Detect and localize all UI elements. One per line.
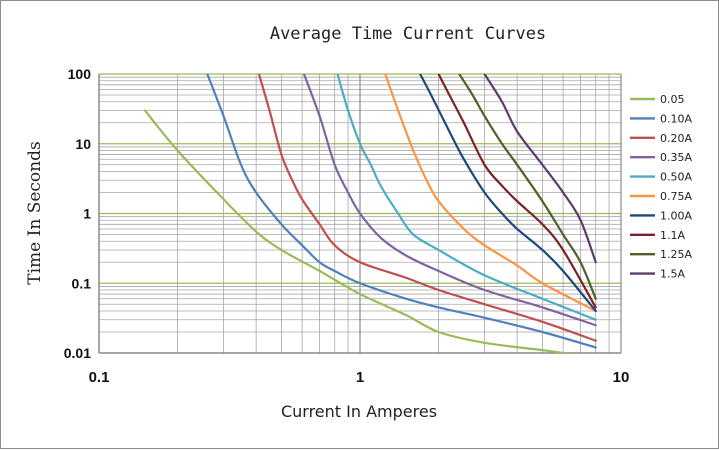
y-tick-label: 0.01 [64, 345, 91, 361]
legend-label: 1.25A [660, 248, 692, 261]
series-line-1-00a [419, 74, 597, 313]
axes [98, 74, 621, 354]
series-line-0-10a [206, 74, 597, 349]
y-tick-label: 10 [75, 136, 91, 152]
series-group [143, 74, 597, 353]
legend-label: 1.5A [660, 268, 685, 281]
legend-label: 0.75A [660, 190, 692, 203]
legend-label: 1.1A [660, 229, 685, 242]
series-line-0-20a [257, 74, 597, 342]
series-line-1-5a [483, 74, 597, 264]
legend-label: 1.00A [660, 209, 692, 222]
legend-label: 0.35A [660, 151, 692, 164]
series-line-1-25a [458, 74, 597, 300]
legend-label: 0.05 [660, 93, 685, 106]
x-tick-label: 1 [356, 369, 364, 386]
legend: 0.05 0.10A 0.20A 0.35A 0.50A 0.75A 1.00A 1.1A 1.… [630, 93, 692, 281]
x-tick-label: 0.1 [89, 369, 110, 386]
series-line-0-35a [302, 74, 597, 327]
series-line-1-1a [437, 74, 597, 309]
legend-label: 0.20A [660, 132, 692, 145]
series-line-0-75a [384, 74, 597, 313]
y-tick-label: 100 [68, 66, 92, 82]
y-axis-label: Time In Seconds [25, 141, 45, 284]
series-line-0-50a [336, 74, 597, 321]
x-tick-label: 10 [613, 369, 630, 386]
y-tick-label: 1 [83, 206, 91, 222]
legend-label: 0.50A [660, 171, 692, 184]
chart-title: Average Time Current Curves [270, 24, 546, 44]
grid [98, 73, 622, 354]
series-line-0-05 [143, 109, 565, 353]
tick-labels: 0.01 0.1 1 10 100 0.1 1 10 [64, 66, 630, 386]
x-axis-label: Current In Amperes [281, 402, 437, 421]
legend-label: 0.10A [660, 112, 692, 125]
y-tick-label: 0.1 [72, 275, 92, 291]
